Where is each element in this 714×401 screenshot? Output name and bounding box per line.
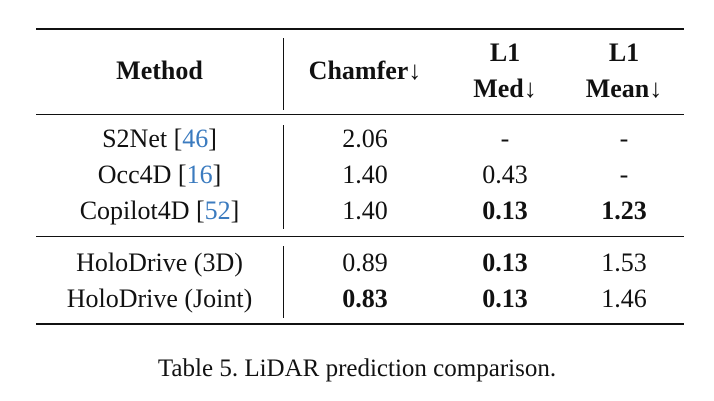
row-occ4d-l1-med: 0.43 — [482, 160, 528, 189]
row-occ4d-l1-mean: - — [619, 160, 629, 189]
row-occ4d-chamfer: 1.40 — [342, 160, 388, 189]
header-l1-mean-line2: Mean↓ — [585, 74, 663, 103]
row-holodrive-joint-l1-med: 0.13 — [482, 284, 528, 313]
row-holodrive-3d-l1-mean: 1.53 — [601, 248, 647, 277]
group2-column-divider — [283, 246, 284, 318]
group-rule — [36, 236, 684, 237]
row-holodrive-joint-chamfer: 0.83 — [342, 284, 388, 313]
header-l1-med-line2: Med↓ — [473, 74, 537, 103]
header-chamfer: Chamfer↓ — [308, 56, 422, 85]
header-l1-med-line1: L1 — [489, 38, 521, 67]
row-holodrive-3d-l1-med: 0.13 — [482, 248, 528, 277]
row-s2net-method: S2Net [46] — [102, 124, 217, 153]
row-copilot4d-l1-mean: 1.23 — [601, 196, 647, 225]
header-method: Method — [116, 56, 203, 85]
row-copilot4d-chamfer: 1.40 — [342, 196, 388, 225]
row-holodrive-joint-l1-mean: 1.46 — [601, 284, 647, 313]
group1-column-divider — [283, 125, 284, 229]
header-column-divider — [283, 38, 284, 110]
row-copilot4d-method: Copilot4D [52] — [79, 196, 240, 225]
top-rule — [36, 28, 684, 30]
row-holodrive-joint-method: HoloDrive (Joint) — [66, 284, 253, 313]
row-holodrive-3d-chamfer: 0.89 — [342, 248, 388, 277]
row-copilot4d-l1-med: 0.13 — [482, 196, 528, 225]
row-s2net-chamfer: 2.06 — [342, 124, 388, 153]
header-l1-mean-line1: L1 — [608, 38, 640, 67]
citation-link[interactable]: 46 — [182, 124, 209, 153]
row-holodrive-3d-method: HoloDrive (3D) — [76, 248, 243, 277]
row-occ4d-method: Occ4D [16] — [97, 160, 222, 189]
table-caption: Table 5. LiDAR prediction comparison. — [157, 355, 557, 382]
header-rule — [36, 114, 684, 115]
bottom-rule — [36, 323, 684, 325]
row-s2net-l1-med: - — [500, 124, 510, 153]
citation-link[interactable]: 52 — [204, 196, 231, 225]
row-s2net-l1-mean: - — [619, 124, 629, 153]
citation-link[interactable]: 16 — [186, 160, 213, 189]
